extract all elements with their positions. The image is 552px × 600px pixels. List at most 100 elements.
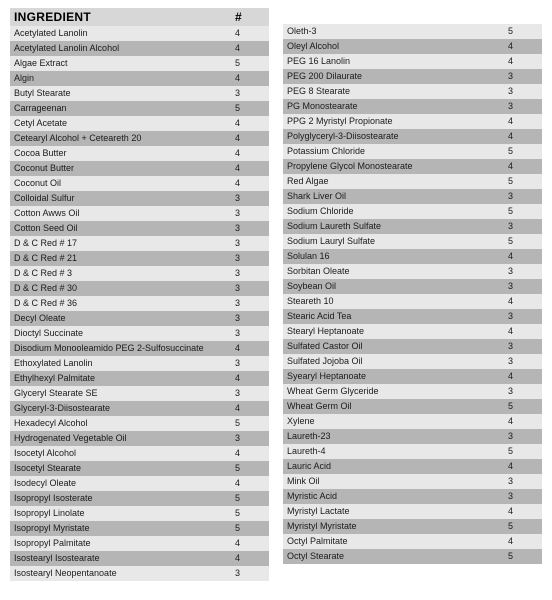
ingredient-name: Isopropyl Isosterate [10,491,233,506]
ingredient-table: INGREDIENT # Acetylated Lanolin4Acetylat… [10,8,542,581]
ingredient-value: 3 [233,251,269,266]
ingredient-name: Butyl Stearate [10,86,233,101]
table-row: Cotton Awws Oil3 [10,206,269,221]
ingredient-name: Stearic Acid Tea [283,309,506,324]
table-row: Lauric Acid4 [283,459,542,474]
table-row: Sorbitan Oleate3 [283,264,542,279]
table-row: Isopropyl Linolate5 [10,506,269,521]
table-row: Isopropyl Isosterate5 [10,491,269,506]
ingredient-name: Acetylated Lanolin [10,26,233,41]
table-row: Acetylated Lanolin4 [10,26,269,41]
ingredient-value: 4 [506,459,542,474]
ingredient-name: Mink Oil [283,474,506,489]
ingredient-value: 3 [233,296,269,311]
ingredient-value: 3 [233,236,269,251]
ingredient-name: Colloidal Sulfur [10,191,233,206]
ingredient-value: 3 [506,489,542,504]
ingredient-value: 4 [233,341,269,356]
ingredient-name: Laureth-4 [283,444,506,459]
table-row: PPG 2 Myristyl Propionate4 [283,114,542,129]
ingredient-value: 3 [233,221,269,236]
ingredient-name: PG Monostearate [283,99,506,114]
ingredient-name: Algae Extract [10,56,233,71]
table-row: Ethoxylated Lanolin3 [10,356,269,371]
ingredient-value: 3 [506,264,542,279]
ingredient-name: Cotton Seed Oil [10,221,233,236]
table-row: D & C Red # 173 [10,236,269,251]
table-row: Syearyl Heptanoate4 [283,369,542,384]
ingredient-name: Coconut Butter [10,161,233,176]
table-row: PEG 16 Lanolin4 [283,54,542,69]
ingredient-name: Wheat Germ Oil [283,399,506,414]
ingredient-value: 5 [506,204,542,219]
ingredient-name: Wheat Germ Glyceride [283,384,506,399]
ingredient-name: Cetyl Acetate [10,116,233,131]
table-row: Steareth 104 [283,294,542,309]
table-row: Hexadecyl Alcohol5 [10,416,269,431]
ingredient-value: 3 [506,84,542,99]
ingredient-name: Isopropyl Palmitate [10,536,233,551]
header-num: # [233,8,269,26]
ingredient-name: PEG 200 Dilaurate [283,69,506,84]
ingredient-value: 4 [506,114,542,129]
ingredient-value: 5 [506,519,542,534]
table-row: Laureth-45 [283,444,542,459]
table-row: Dioctyl Succinate3 [10,326,269,341]
ingredient-value: 5 [506,549,542,564]
table-row: Acetylated Lanolin Alcohol4 [10,41,269,56]
table-row: D & C Red # 33 [10,266,269,281]
table-row: Octyl Palmitate4 [283,534,542,549]
table-row: Ethylhexyl Palmitate4 [10,371,269,386]
ingredient-value: 4 [233,146,269,161]
ingredient-value: 5 [506,444,542,459]
table-row: Coconut Butter4 [10,161,269,176]
ingredient-name: Octyl Stearate [283,549,506,564]
ingredient-name: Octyl Palmitate [283,534,506,549]
header-spacer [283,8,542,24]
ingredient-name: Ethylhexyl Palmitate [10,371,233,386]
ingredient-value: 4 [506,249,542,264]
ingredient-name: D & C Red # 17 [10,236,233,251]
ingredient-value: 5 [233,491,269,506]
ingredient-value: 4 [233,131,269,146]
table-row: PG Monostearate3 [283,99,542,114]
ingredient-name: PEG 8 Stearate [283,84,506,99]
table-row: Potassium Chloride5 [283,144,542,159]
ingredient-value: 3 [233,86,269,101]
ingredient-name: Isopropyl Myristate [10,521,233,536]
ingredient-name: Hydrogenated Vegetable Oil [10,431,233,446]
ingredient-name: Acetylated Lanolin Alcohol [10,41,233,56]
ingredient-value: 5 [233,521,269,536]
ingredient-name: Isocetyl Alcohol [10,446,233,461]
table-row: Isocetyl Alcohol4 [10,446,269,461]
ingredient-value: 4 [233,41,269,56]
table-row: Glyceryl-3-Diisostearate4 [10,401,269,416]
ingredient-value: 5 [506,174,542,189]
ingredient-value: 3 [506,309,542,324]
ingredient-name: Myristic Acid [283,489,506,504]
ingredient-name: Stearyl Heptanoate [283,324,506,339]
ingredient-value: 3 [506,189,542,204]
ingredient-name: Soybean Oil [283,279,506,294]
ingredient-name: Red Algae [283,174,506,189]
ingredient-value: 3 [506,354,542,369]
ingredient-value: 4 [506,129,542,144]
ingredient-value: 3 [506,474,542,489]
ingredient-value: 3 [233,281,269,296]
table-row: Colloidal Sulfur3 [10,191,269,206]
ingredient-value: 4 [233,476,269,491]
table-row: Solulan 164 [283,249,542,264]
ingredient-name: Xylene [283,414,506,429]
ingredient-name: Polyglyceryl-3-Diisostearate [283,129,506,144]
ingredient-name: Dioctyl Succinate [10,326,233,341]
table-row: Decyl Oleate3 [10,311,269,326]
ingredient-value: 4 [233,26,269,41]
ingredient-value: 3 [506,429,542,444]
left-column: INGREDIENT # Acetylated Lanolin4Acetylat… [10,8,269,581]
ingredient-value: 3 [233,326,269,341]
ingredient-value: 3 [233,191,269,206]
ingredient-value: 5 [233,101,269,116]
ingredient-value: 4 [233,71,269,86]
ingredient-name: Ethoxylated Lanolin [10,356,233,371]
ingredient-value: 3 [506,279,542,294]
